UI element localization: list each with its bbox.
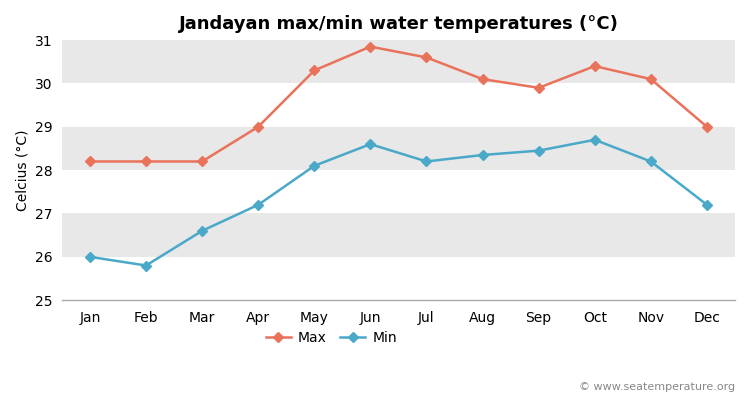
- Bar: [62, 84, 735, 127]
- Bar: [62, 40, 735, 84]
- Title: Jandayan max/min water temperatures (°C): Jandayan max/min water temperatures (°C): [178, 15, 619, 33]
- Bar: [62, 214, 735, 257]
- Bar: [62, 170, 735, 214]
- Bar: [62, 127, 735, 170]
- Text: © www.seatemperature.org: © www.seatemperature.org: [579, 382, 735, 392]
- Y-axis label: Celcius (°C): Celcius (°C): [15, 129, 29, 211]
- Legend: Max, Min: Max, Min: [260, 325, 402, 350]
- Bar: [62, 257, 735, 300]
